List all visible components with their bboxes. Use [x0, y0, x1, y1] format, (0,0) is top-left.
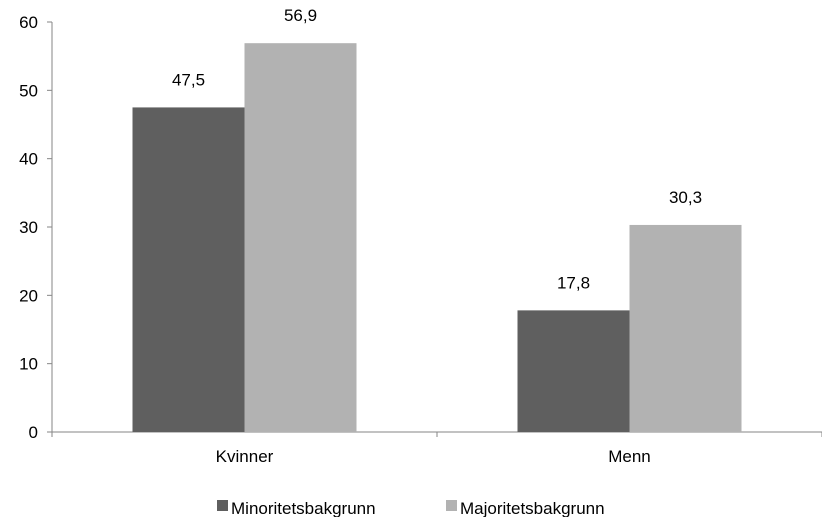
y-tick-label: 0 [29, 423, 38, 442]
legend-swatch [217, 500, 228, 511]
data-label: 56,9 [284, 6, 317, 25]
y-tick-label: 60 [19, 13, 38, 32]
category-label: Menn [608, 447, 651, 466]
y-tick-label: 40 [19, 150, 38, 169]
bar-minoritetsbakgrunn-menn [517, 310, 630, 432]
bar-majoritetsbakgrunn-kvinner [244, 43, 357, 432]
legend-label: Minoritetsbakgrunn [231, 499, 376, 517]
bar-majoritetsbakgrunn-menn [629, 224, 742, 432]
data-labels: 47,5 56,9 17,8 30,3 [172, 6, 702, 292]
y-tick-label: 20 [19, 286, 38, 305]
y-tick-label: 10 [19, 355, 38, 374]
y-tick-label: 30 [19, 218, 38, 237]
category-labels: Kvinner Menn [216, 447, 651, 466]
y-tick-label: 50 [19, 81, 38, 100]
data-label: 30,3 [669, 188, 702, 207]
category-label: Kvinner [216, 447, 274, 466]
data-label: 47,5 [172, 70, 205, 89]
legend-label: Majoritetsbakgrunn [460, 499, 605, 517]
data-label: 17,8 [557, 273, 590, 292]
legend: Minoritetsbakgrunn Majoritetsbakgrunn [217, 499, 605, 517]
legend-swatch [446, 500, 457, 511]
bars [132, 43, 742, 433]
y-axis-ticks: 0 10 20 30 40 50 60 [19, 13, 52, 442]
x-axis-ticks [51, 432, 822, 437]
bar-minoritetsbakgrunn-kvinner [132, 107, 245, 433]
